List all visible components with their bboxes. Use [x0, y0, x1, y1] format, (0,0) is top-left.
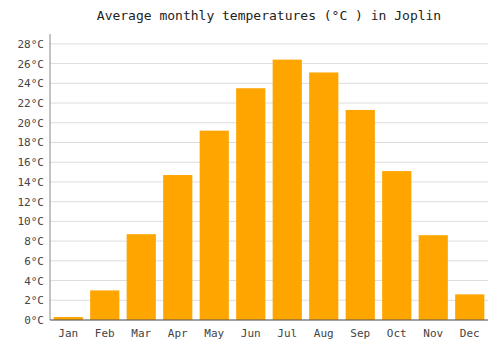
chart: Average monthly temperatures (°C ) in Jo…: [0, 0, 500, 350]
y-axis-line: [50, 34, 51, 320]
bars: [54, 60, 485, 320]
grid-line: [50, 142, 488, 143]
y-tick-label: 28°C: [18, 38, 45, 51]
y-tick-label: 10°C: [18, 215, 45, 228]
y-tick-labels: 0°C 2°C 4°C 6°C 8°C 10°C 12°C 14°C 16°C 18°C 20°C 2…: [18, 38, 45, 327]
y-tick-label: 18°C: [18, 136, 45, 149]
grid-line: [50, 320, 488, 321]
x-tick-labels: Jan Feb Mar Apr May Jun Jul Aug Sep Oct Nov Dec: [58, 327, 479, 340]
chart-container: Average monthly temperatures (°C ) in Jo…: [0, 0, 500, 350]
bar: [163, 175, 192, 320]
x-tick-label: Feb: [95, 327, 115, 340]
y-tick-label: 0°C: [24, 314, 44, 327]
x-axis-line: [50, 320, 488, 321]
x-tick-label: Oct: [387, 327, 407, 340]
bar: [455, 294, 484, 320]
grid-line: [50, 83, 488, 84]
bar: [419, 235, 448, 320]
y-tick-label: 14°C: [18, 176, 45, 189]
x-tick-label: Jul: [277, 327, 297, 340]
y-tick-label: 6°C: [24, 255, 44, 268]
x-tick-label: Mar: [131, 327, 151, 340]
x-tick-label: Apr: [168, 327, 188, 340]
bar: [200, 131, 229, 320]
bar: [90, 290, 119, 320]
bar: [236, 88, 265, 320]
y-tick-label: 26°C: [18, 58, 45, 71]
bar: [346, 110, 375, 320]
grid-line: [50, 43, 488, 44]
y-tick-label: 20°C: [18, 117, 45, 130]
grid-line: [50, 63, 488, 64]
x-tick-label: Aug: [314, 327, 334, 340]
grid-line: [50, 221, 488, 222]
y-grid: [50, 44, 488, 320]
grid-line: [50, 103, 488, 104]
bar: [273, 60, 302, 320]
x-tick-label: Sep: [350, 327, 370, 340]
x-tick-label: May: [204, 327, 224, 340]
bar: [127, 234, 156, 320]
y-tick-label: 12°C: [18, 196, 45, 209]
x-tick-label: Jan: [58, 327, 78, 340]
y-tick-label: 24°C: [18, 77, 45, 90]
grid-line: [50, 122, 488, 123]
grid-line: [50, 181, 488, 182]
bar: [309, 72, 338, 320]
x-tick-label: Jun: [241, 327, 261, 340]
x-tick-label: Nov: [423, 327, 443, 340]
x-tick-label: Dec: [460, 327, 480, 340]
grid-line: [50, 162, 488, 163]
bar: [382, 171, 411, 320]
y-tick-label: 22°C: [18, 97, 45, 110]
grid-line: [50, 201, 488, 202]
y-tick-label: 16°C: [18, 156, 45, 169]
title: Average monthly temperatures (°C ) in Jo…: [97, 8, 441, 23]
y-tick-label: 2°C: [24, 294, 44, 307]
y-tick-label: 8°C: [24, 235, 44, 248]
y-tick-label: 4°C: [24, 275, 44, 288]
